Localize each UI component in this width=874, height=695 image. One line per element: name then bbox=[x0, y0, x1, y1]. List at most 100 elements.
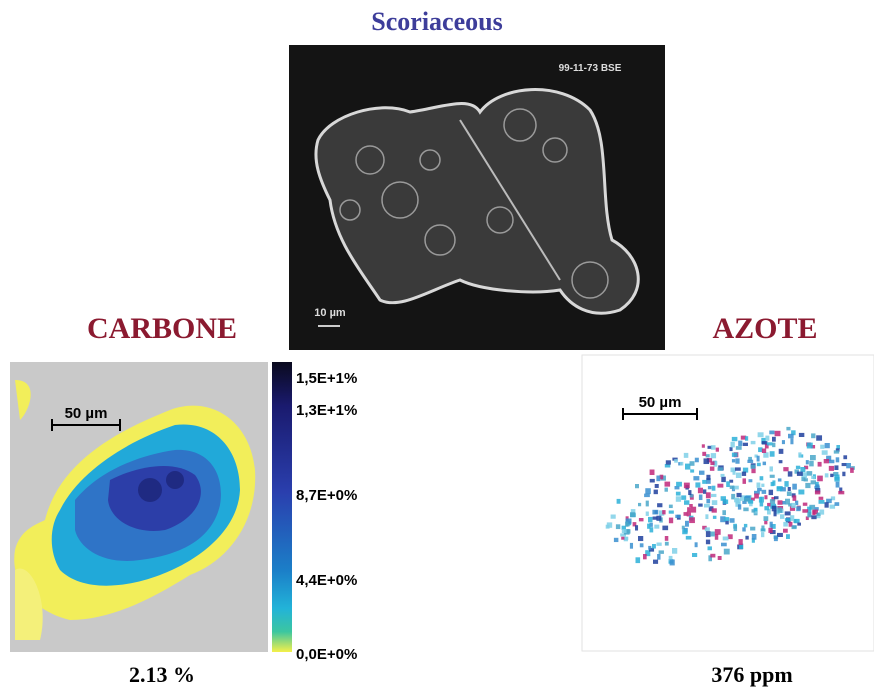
signal-dot bbox=[791, 503, 796, 508]
signal-dot bbox=[656, 476, 660, 482]
signal-dot bbox=[705, 514, 708, 519]
signal-dot bbox=[783, 522, 788, 527]
signal-dot bbox=[785, 511, 791, 515]
signal-dot bbox=[726, 481, 730, 487]
signal-dot bbox=[689, 517, 695, 523]
signal-dot bbox=[648, 517, 653, 522]
signal-dot bbox=[796, 466, 800, 469]
signal-dot bbox=[842, 463, 847, 466]
carbon-map bbox=[10, 362, 268, 652]
signal-dot bbox=[782, 440, 785, 444]
signal-dot bbox=[689, 504, 693, 507]
signal-dot bbox=[846, 463, 851, 468]
signal-dot bbox=[711, 532, 715, 537]
signal-dot bbox=[802, 509, 808, 513]
signal-dot bbox=[820, 445, 824, 449]
signal-dot bbox=[712, 508, 717, 512]
signal-dot bbox=[830, 474, 833, 477]
signal-dot bbox=[691, 507, 696, 513]
signal-dot bbox=[836, 482, 840, 488]
signal-dot bbox=[743, 508, 748, 512]
signal-dot bbox=[744, 524, 747, 527]
signal-dot bbox=[824, 459, 829, 463]
signal-dot bbox=[797, 523, 801, 526]
figure: Scoriaceous 99-11-73 BSE 10 µm CARBONE A… bbox=[0, 0, 874, 695]
signal-dot bbox=[680, 462, 683, 466]
signal-dot bbox=[742, 472, 746, 476]
signal-dot bbox=[779, 460, 783, 463]
colorbar-label: 8,7E+0% bbox=[296, 487, 357, 504]
signal-dot bbox=[676, 496, 681, 502]
signal-dot bbox=[764, 516, 769, 521]
signal-dot bbox=[706, 454, 710, 457]
signal-dot bbox=[788, 471, 793, 476]
signal-dot bbox=[681, 495, 686, 499]
signal-dot bbox=[793, 495, 797, 500]
signal-dot bbox=[724, 549, 730, 555]
signal-dot bbox=[646, 512, 649, 516]
signal-dot bbox=[730, 518, 735, 523]
signal-dot bbox=[838, 491, 844, 494]
signal-dot bbox=[713, 516, 717, 519]
signal-dot bbox=[770, 451, 775, 457]
signal-dot bbox=[760, 476, 764, 480]
signal-dot bbox=[684, 453, 689, 458]
signal-dot bbox=[703, 489, 706, 493]
value-label: 376 ppm bbox=[711, 662, 792, 687]
signal-dot bbox=[693, 476, 699, 480]
signal-dot bbox=[811, 515, 816, 519]
signal-dot bbox=[829, 466, 834, 471]
signal-dot bbox=[788, 503, 791, 506]
signal-dot bbox=[770, 466, 773, 471]
signal-dot bbox=[754, 494, 759, 499]
signal-dot bbox=[763, 462, 766, 466]
signal-dot bbox=[834, 477, 839, 482]
signal-dot bbox=[650, 479, 655, 483]
signal-dot bbox=[816, 435, 822, 440]
signal-dot bbox=[676, 492, 681, 496]
signal-dot bbox=[770, 522, 773, 528]
signal-dot bbox=[647, 524, 650, 529]
signal-dot bbox=[674, 459, 678, 463]
colorbar-label: 1,5E+1% bbox=[296, 370, 357, 387]
scale-label: 50 µm bbox=[65, 405, 108, 422]
signal-dot bbox=[757, 456, 760, 462]
signal-dot bbox=[695, 482, 700, 487]
signal-dot bbox=[695, 458, 699, 463]
signal-dot bbox=[764, 495, 767, 499]
signal-dot bbox=[655, 484, 659, 488]
signal-dot bbox=[761, 532, 764, 537]
signal-dot bbox=[799, 433, 804, 437]
signal-dot bbox=[669, 505, 673, 508]
signal-dot bbox=[778, 500, 783, 504]
signal-dot bbox=[724, 517, 729, 521]
signal-dot bbox=[825, 473, 829, 477]
signal-dot bbox=[801, 477, 805, 481]
signal-dot bbox=[721, 477, 726, 482]
scale-label: 50 µm bbox=[639, 394, 682, 411]
signal-dot bbox=[730, 486, 735, 489]
signal-dot bbox=[711, 453, 716, 458]
signal-dot bbox=[630, 543, 633, 549]
signal-dot bbox=[807, 443, 813, 449]
signal-dot bbox=[715, 529, 721, 535]
signal-dot bbox=[751, 465, 756, 469]
signal-dot bbox=[760, 503, 764, 507]
signal-dot bbox=[729, 480, 733, 483]
signal-dot bbox=[715, 534, 718, 540]
signal-dot bbox=[687, 507, 691, 511]
signal-dot bbox=[778, 507, 783, 512]
panel-title: AZOTE bbox=[712, 312, 817, 345]
signal-dot bbox=[657, 543, 662, 546]
signal-dot bbox=[708, 486, 712, 489]
signal-dot bbox=[657, 503, 662, 507]
signal-dot bbox=[735, 458, 739, 463]
signal-dot bbox=[745, 436, 748, 441]
signal-dot bbox=[819, 497, 824, 500]
signal-dot bbox=[662, 526, 668, 531]
signal-dot bbox=[758, 432, 764, 437]
signal-dot bbox=[684, 500, 689, 505]
signal-dot bbox=[732, 453, 738, 457]
signal-dot bbox=[817, 476, 823, 482]
signal-dot bbox=[811, 433, 815, 438]
